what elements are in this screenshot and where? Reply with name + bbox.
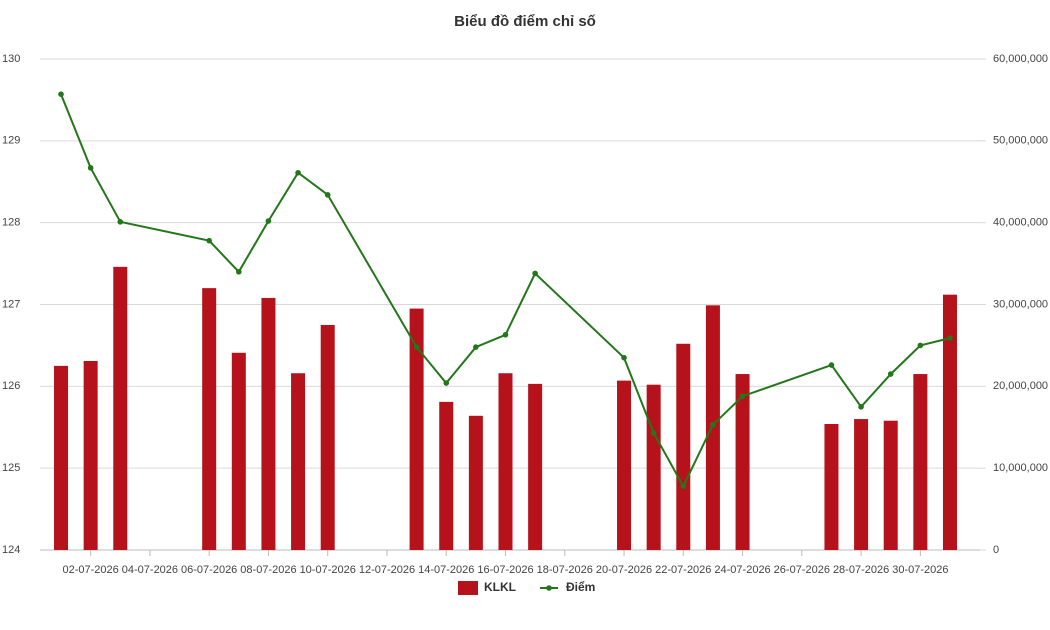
y2-tick-label: 10,000,000 — [993, 462, 1048, 474]
legend-swatch-dot — [546, 585, 552, 591]
bar — [705, 305, 720, 550]
line-point — [650, 430, 657, 436]
bar — [883, 420, 898, 550]
y-tick-label: 130 — [2, 53, 20, 65]
x-tick-label: 14-07-2026 — [418, 564, 474, 576]
x-tick-label: 20-07-2026 — [596, 564, 652, 576]
bar — [824, 423, 839, 550]
bar — [676, 343, 691, 550]
chart-title: Biểu đồ điểm chỉ số — [454, 13, 596, 30]
x-tick-label: 26-07-2026 — [774, 564, 830, 576]
line-point — [858, 403, 864, 410]
x-tick-label: 24-07-2026 — [714, 564, 770, 576]
line-point — [324, 192, 331, 198]
y2-tick-label: 0 — [993, 544, 999, 556]
y2-tick-label: 20,000,000 — [993, 380, 1048, 392]
legend-label: Điểm — [566, 580, 595, 594]
bar — [261, 297, 276, 550]
bar — [202, 288, 217, 550]
bar — [113, 266, 128, 550]
x-tick-label: 06-07-2026 — [181, 564, 237, 576]
bar — [231, 352, 246, 550]
y-tick-label: 126 — [2, 380, 20, 392]
y2-tick-label: 30,000,000 — [993, 298, 1048, 310]
y-tick-label: 124 — [2, 544, 20, 556]
line-point — [532, 270, 538, 277]
line-point — [206, 237, 212, 244]
line-point — [887, 371, 894, 377]
y-tick-label: 129 — [2, 135, 20, 147]
y-tick-label: 128 — [2, 217, 20, 229]
bar — [468, 415, 483, 550]
y-tick-label: 125 — [2, 462, 20, 474]
bar — [320, 324, 335, 550]
bar — [409, 308, 424, 550]
line-point — [917, 342, 924, 349]
line-point — [739, 393, 746, 399]
bar — [291, 373, 306, 550]
line-point — [413, 344, 420, 350]
y2-tick-label: 50,000,000 — [993, 135, 1048, 147]
line-point — [502, 331, 509, 338]
x-tick-label: 02-07-2026 — [63, 564, 119, 576]
bar — [83, 360, 98, 550]
bar — [617, 380, 632, 550]
legend-swatch — [458, 581, 478, 595]
x-tick-label: 12-07-2026 — [359, 564, 415, 576]
line-point — [295, 169, 301, 176]
y2-tick-label: 60,000,000 — [993, 53, 1048, 65]
line-point — [947, 335, 953, 341]
bar — [54, 365, 69, 550]
x-tick-label: 04-07-2026 — [122, 564, 178, 576]
bar — [439, 401, 454, 550]
y-tick-label: 127 — [2, 298, 20, 310]
bar — [942, 294, 957, 550]
bar — [913, 374, 928, 550]
line-point — [87, 165, 94, 171]
bar — [498, 373, 513, 550]
bar — [646, 384, 661, 550]
y2-tick-label: 40,000,000 — [993, 217, 1048, 229]
x-tick-label: 30-07-2026 — [892, 564, 948, 576]
x-tick-label: 10-07-2026 — [300, 564, 356, 576]
x-tick-label: 08-07-2026 — [240, 564, 296, 576]
bar — [735, 374, 750, 550]
line-point — [117, 219, 124, 225]
line-point — [443, 380, 450, 386]
line-point — [710, 421, 716, 428]
x-tick-label: 16-07-2026 — [477, 564, 533, 576]
line-point — [828, 362, 835, 368]
bar — [528, 383, 543, 550]
x-tick-label: 22-07-2026 — [655, 564, 711, 576]
line-point — [621, 354, 627, 361]
x-tick-label: 18-07-2026 — [537, 564, 593, 576]
legend-label: KLKL — [484, 580, 516, 594]
line-point — [236, 268, 242, 275]
line-point — [265, 218, 272, 224]
line-point — [473, 344, 479, 350]
line-point — [680, 483, 687, 489]
bar — [854, 419, 869, 550]
line-point — [58, 91, 64, 97]
x-tick-label: 28-07-2026 — [833, 564, 889, 576]
